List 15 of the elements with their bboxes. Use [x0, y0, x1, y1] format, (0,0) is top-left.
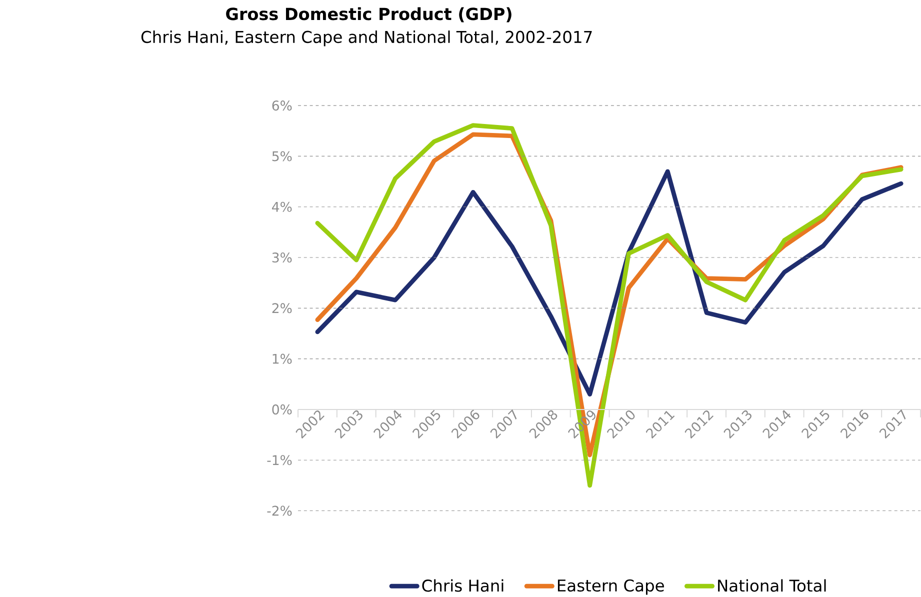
line-series	[315, 169, 904, 396]
y-tick-label: 0%	[272, 404, 292, 414]
y-tick-label: 6%	[272, 100, 292, 111]
y-tick-label: -2%	[267, 506, 292, 516]
y-tick-label: 4%	[272, 202, 292, 212]
legend-label: National Total	[718, 579, 826, 592]
chart-subtitle: Chris Hani, Eastern Cape and National Total, 2002-2017	[141, 30, 592, 46]
y-tick-label: 2%	[272, 303, 292, 314]
y-tick-label: 1%	[272, 354, 292, 364]
y-tick-label: 3%	[272, 252, 292, 263]
chart-title: Gross Domestic Product (GDP)	[226, 7, 512, 22]
y-tick-label: -1%	[267, 455, 292, 466]
y-tick-label: 5%	[272, 151, 292, 162]
legend-label: Eastern Cape	[558, 579, 664, 595]
legend-label: Chris Hani	[422, 579, 504, 592]
